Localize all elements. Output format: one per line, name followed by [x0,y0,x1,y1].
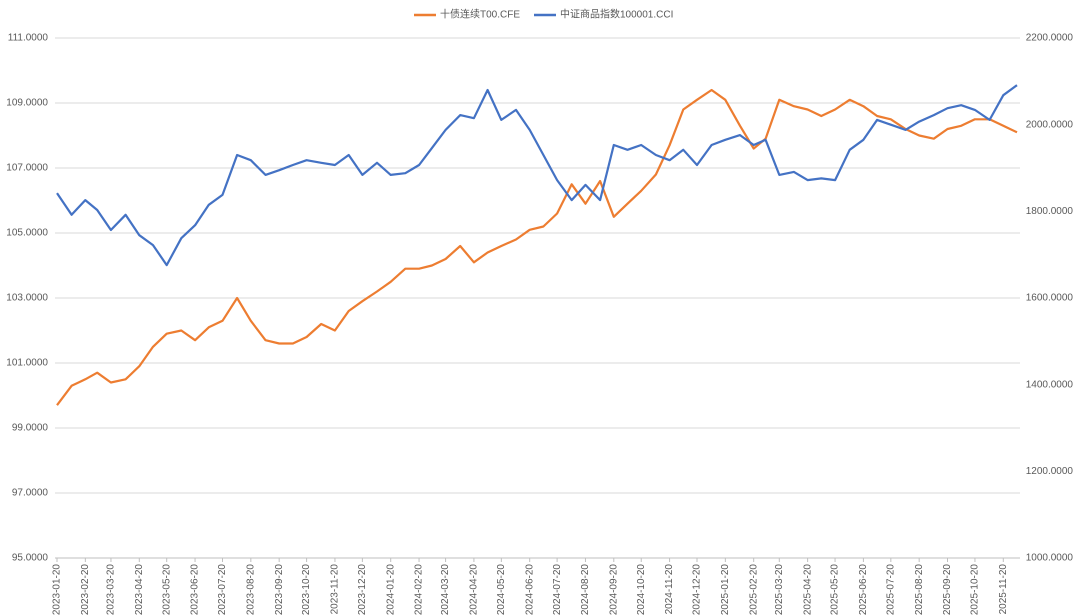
x-tick-label: 2024-09-20 [608,564,619,615]
x-tick-label: 2024-02-20 [414,564,425,615]
x-tick-label: 2024-05-20 [496,564,507,615]
x-tick-label: 2024-10-20 [636,564,647,615]
x-tick-label: 2023-08-20 [245,564,256,615]
x-tick-label: 2024-11-20 [664,564,675,615]
x-tick-label: 2025-10-20 [970,564,981,615]
x-tick-label: 2024-03-20 [440,564,451,615]
y-tick-label: 105.0000 [6,228,48,239]
x-tick-label: 2025-02-20 [748,564,759,615]
x-tick-label: 2023-01-20 [52,564,63,615]
legend-label: 十债连续T00.CFE [440,8,520,21]
y-tick-label: 101.0000 [6,358,48,369]
y-tick-label: 109.0000 [6,98,48,109]
y2-tick-label: 2000.0000 [1026,119,1074,130]
x-tick-label: 2025-07-20 [885,564,896,615]
x-tick-label: 2025-05-20 [830,564,841,615]
x-tick-label: 2023-07-20 [217,564,228,615]
x-tick-label: 2024-01-20 [385,564,396,615]
y2-tick-label: 1200.0000 [1026,466,1074,477]
y2-tick-label: 1000.0000 [1026,553,1074,564]
x-tick-label: 2023-03-20 [106,564,117,615]
x-tick-label: 2023-09-20 [274,564,285,615]
y-tick-label: 95.0000 [12,553,49,564]
x-tick-label: 2025-08-20 [914,564,925,615]
x-tick-label: 2025-11-20 [998,564,1009,615]
x-tick-label: 2024-06-20 [524,564,535,615]
x-tick-label: 2024-12-20 [692,564,703,615]
x-tick-label: 2025-04-20 [802,564,813,615]
series-line [56,84,1018,267]
x-tick-label: 2023-11-20 [330,564,341,615]
x-tick-label: 2023-12-20 [357,564,368,615]
x-tick-label: 2025-03-20 [774,564,785,615]
series-line [56,88,1018,406]
x-tick-label: 2024-07-20 [552,564,563,615]
y-tick-label: 103.0000 [6,293,48,304]
x-tick-label: 2025-06-20 [858,564,869,615]
x-tick-label: 2024-04-20 [469,564,480,615]
x-tick-label: 2023-10-20 [301,564,312,615]
y-tick-label: 107.0000 [6,163,48,174]
x-tick-label: 2025-01-20 [720,564,731,615]
x-tick-label: 2023-04-20 [134,564,145,615]
legend-label: 中证商品指数100001.CCI [560,8,673,21]
y-tick-label: 111.0000 [8,33,49,44]
y2-tick-label: 1600.0000 [1026,293,1074,304]
y2-tick-label: 1800.0000 [1026,206,1074,217]
y-tick-label: 99.0000 [12,423,49,434]
x-tick-label: 2023-06-20 [190,564,201,615]
x-tick-label: 2024-08-20 [580,564,591,615]
x-tick-label: 2023-02-20 [80,564,91,615]
x-tick-label: 2025-09-20 [942,564,953,615]
y2-tick-label: 1400.0000 [1026,379,1074,390]
y-tick-label: 97.0000 [12,488,49,499]
y2-tick-label: 2200.0000 [1026,33,1074,44]
x-tick-label: 2023-05-20 [161,564,172,615]
